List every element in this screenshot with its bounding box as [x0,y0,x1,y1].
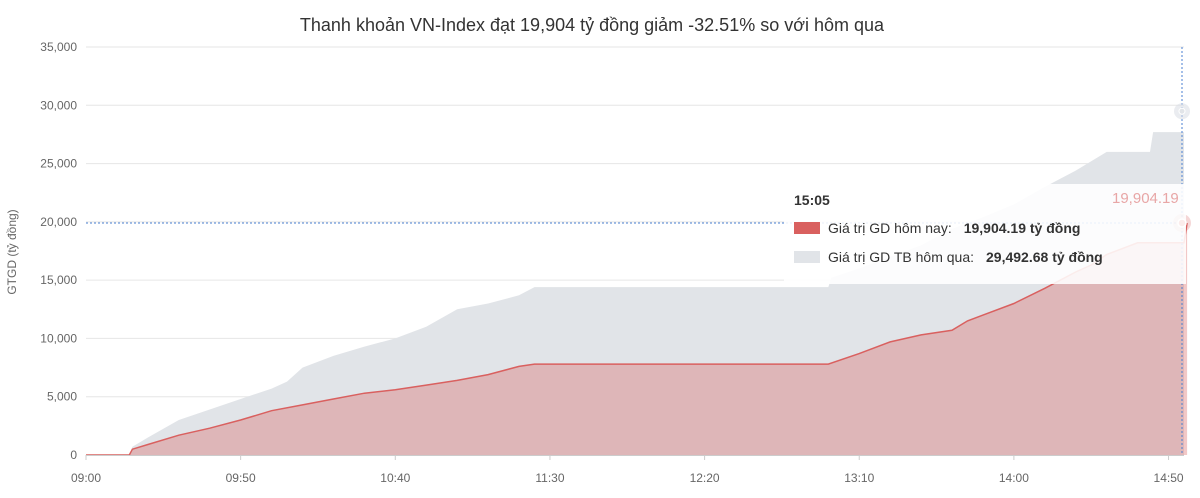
tooltip-row-prev: Giá trị GD TB hôm qua: 29,492.68 tỷ đồng [794,246,1176,268]
x-tick-label: 11:30 [535,471,564,485]
x-tick-label: 10:40 [380,471,410,485]
x-tick-label: 14:00 [999,471,1029,485]
prev-swatch [794,251,820,263]
end-value-label: 19,904.19 [1112,190,1179,207]
tooltip-today-label: Giá trị GD hôm nay: [828,220,952,236]
prev-marker [1178,107,1186,115]
y-tick-label: 30,000 [40,98,77,112]
y-tick-label: 5,000 [47,390,77,404]
today-swatch [794,222,820,234]
x-axis-ticks: 09:00 09:50 10:40 11:30 12:20 13:10 14:00 14:50 [71,455,1184,485]
series-area-today [86,223,1188,455]
series-area-prev [86,132,1184,455]
x-tick-label: 13:10 [844,471,874,485]
x-tick-label: 09:50 [226,471,256,485]
x-tick-label: 09:00 [71,471,101,485]
area-series [86,132,1188,456]
y-tick-label: 15,000 [40,273,77,287]
tooltip-today-value: 19,904.19 tỷ đồng [963,220,1081,236]
tooltip-time: 15:05 [794,192,830,208]
y-axis-label: GTGD (tỷ đồng) [5,209,19,294]
chart-title: Thanh khoản VN-Index đạt 19,904 tỷ đồng … [300,15,885,35]
tooltip-prev-value: 29,492.68 tỷ đồng [986,249,1103,265]
y-tick-label: 25,000 [40,157,77,171]
tooltip-prev-label: Giá trị GD TB hôm qua: [828,249,975,265]
tooltip: 15:05 Giá trị GD hôm nay: 19,904.19 tỷ đ… [784,184,1186,284]
y-tick-label: 10,000 [40,331,77,345]
y-axis-ticks: 0 5,000 10,000 15,000 20,000 25,000 30,000 35,0… [40,40,77,462]
y-tick-label: 35,000 [40,40,77,54]
y-tick-label: 20,000 [40,215,77,229]
y-tick-label: 0 [70,448,77,462]
x-tick-label: 14:50 [1154,471,1184,485]
tooltip-row-today: Giá trị GD hôm nay: 19,904.19 tỷ đồng [794,217,1176,239]
x-tick-label: 12:20 [690,471,720,485]
